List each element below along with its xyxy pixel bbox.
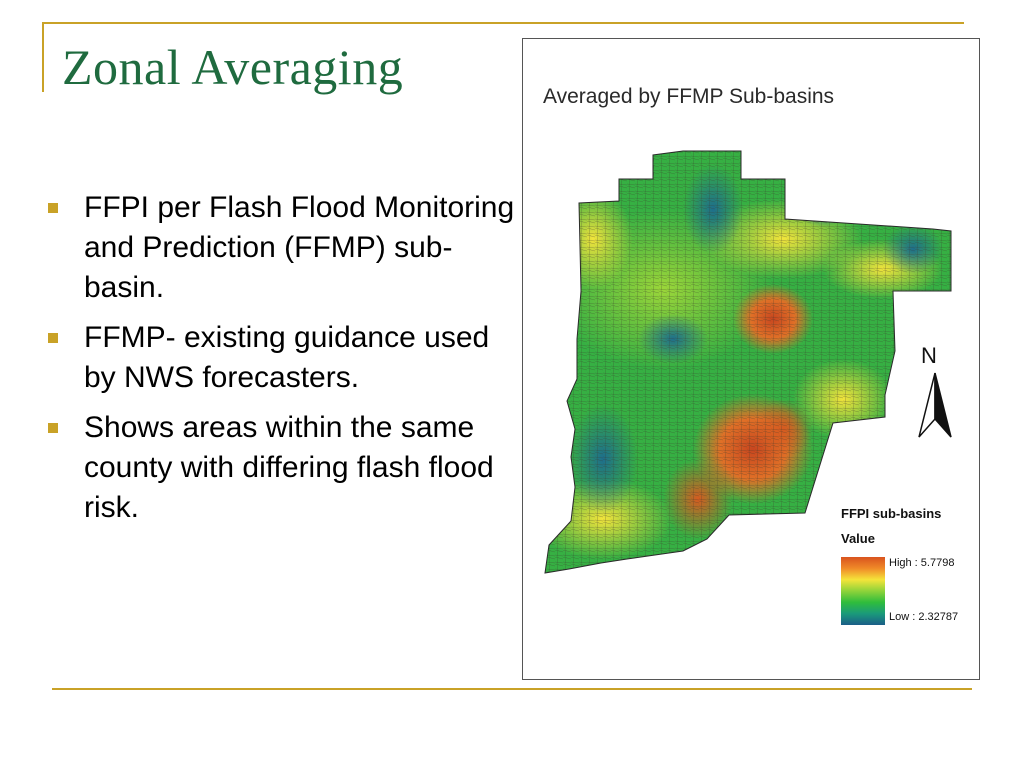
bottom-rule [52,688,972,690]
bullet-item: FFPI per Flash Flood Monitoring and Pred… [44,188,524,308]
legend-color-ramp [841,557,885,625]
slide-title: Zonal Averaging [62,39,404,95]
legend-low-label: Low : 2.32787 [889,611,959,623]
north-arrow-icon [918,372,952,438]
bullet-text: Shows areas within the same county with … [84,411,494,524]
legend-high-label: High : 5.7798 [889,557,955,569]
top-rule [42,22,964,24]
bullet-marker-icon [48,423,58,433]
bullet-item: Shows areas within the same county with … [44,408,524,528]
bullet-text: FFMP- existing guidance used by NWS fore… [84,321,490,394]
bullet-marker-icon [48,333,58,343]
map-figure: Averaged by FFMP Sub-basins [522,38,980,680]
ffpi-sub-basin-map [544,150,952,574]
legend-subtitle: Value [841,531,875,546]
bullet-text: FFPI per Flash Flood Monitoring and Pred… [84,191,515,304]
left-rule [42,22,44,92]
legend-title: FFPI sub-basins [841,506,942,521]
bullet-item: FFMP- existing guidance used by NWS fore… [44,318,524,398]
bullet-list: FFPI per Flash Flood Monitoring and Pred… [44,188,524,538]
bullet-marker-icon [48,203,58,213]
map-title: Averaged by FFMP Sub-basins [543,85,835,108]
north-label: N [921,343,937,368]
